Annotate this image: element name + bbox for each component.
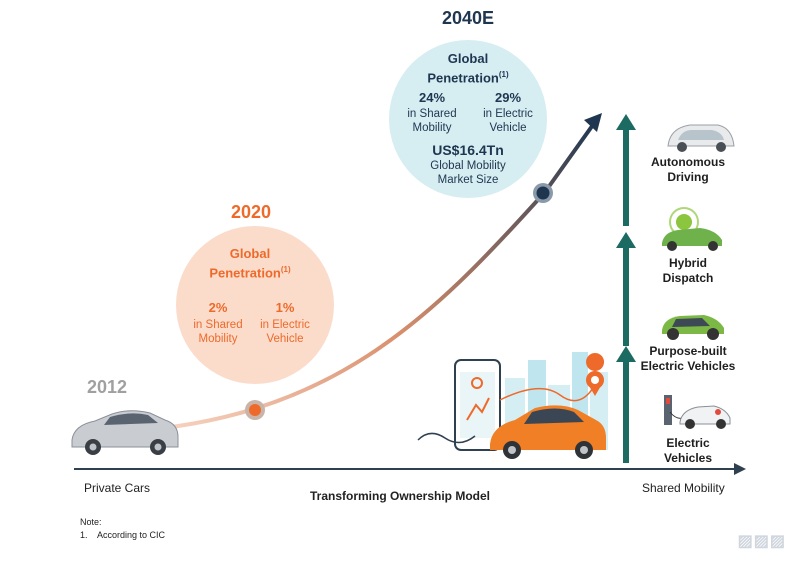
hybrid-dispatch-icon <box>662 207 722 251</box>
market-size-2040-value: US$16.4Tn <box>432 142 504 158</box>
penetration-2020-circle <box>176 226 334 384</box>
ride-hailing-illustration <box>417 352 608 459</box>
curve-arrowhead <box>584 113 602 132</box>
note-heading: Note: <box>80 517 102 527</box>
electric-vehicle-2020-value: 1% <box>275 300 295 315</box>
electric-vehicle-icon <box>664 395 731 429</box>
watermark-logo: ▨▨▨ <box>737 533 786 550</box>
stage-arrows <box>616 114 636 463</box>
sedan-icon <box>71 410 179 455</box>
axis-title: Transforming Ownership Model <box>309 489 491 503</box>
axis-arrowhead <box>734 463 746 475</box>
shared-mobility-2040-label: in Shared Mobility <box>407 108 457 134</box>
electric-vehicle-2020-label: in Electric Vehicle <box>260 319 310 345</box>
electric-vehicle-2040-label: in Electric Vehicle <box>483 108 533 134</box>
axis-right-label: Shared Mobility <box>642 481 725 495</box>
footnote-marker: (1) <box>280 265 291 274</box>
penetration-2040-circle <box>389 40 547 198</box>
shared-mobility-2020-value: 2% <box>208 300 228 315</box>
shared-mobility-2020-label: in Shared Mobility <box>193 319 243 345</box>
electric-vehicle-2040-value: 29% <box>494 90 522 105</box>
growth-curve <box>119 120 597 434</box>
market-size-2040-label: Global Mobility Market Size <box>430 160 506 186</box>
autonomous-pod-icon <box>667 124 735 152</box>
year-2012-label: 2012 <box>87 377 128 397</box>
note-item: 1. According to CIC <box>80 530 166 540</box>
axis-left-label: Private Cars <box>84 481 151 495</box>
purpose-built-ev-label: Purpose-built Electric Vehicles <box>640 344 736 373</box>
electric-vehicles-label: Electric Vehicles <box>663 436 713 465</box>
year-2040-label: 2040E <box>442 8 495 28</box>
shared-mobility-2040-value: 24% <box>418 90 446 105</box>
autonomous-driving-label: Autonomous Driving <box>651 155 725 184</box>
year-2020-label: 2020 <box>231 202 272 222</box>
penetration-2040-title: Global Penetration(1) <box>427 51 509 86</box>
footnote-marker: (1) <box>498 70 509 79</box>
purpose-built-ev-icon <box>662 315 724 340</box>
penetration-2020-title: Global Penetration(1) <box>209 246 291 281</box>
hybrid-dispatch-label: Hybrid Dispatch <box>662 256 714 285</box>
